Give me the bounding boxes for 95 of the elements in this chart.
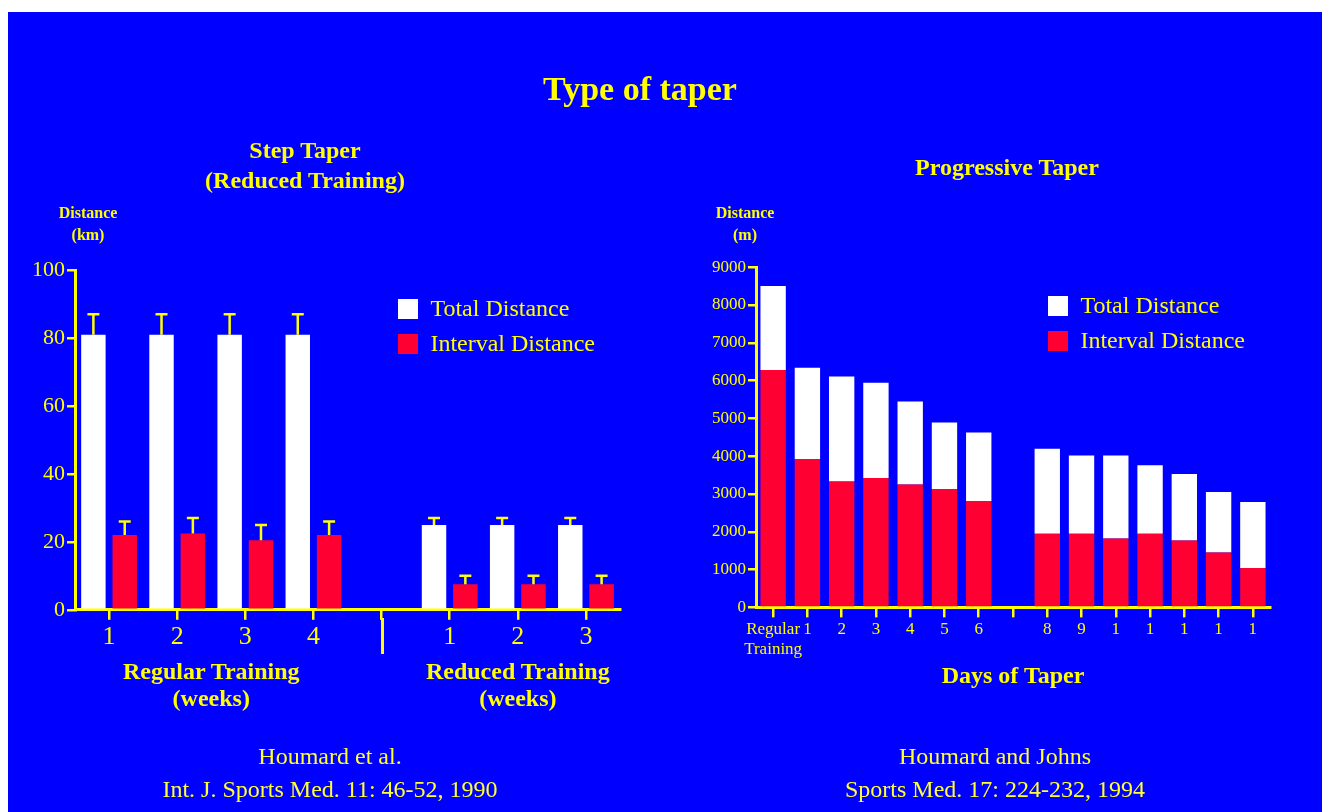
- bar: [931, 489, 958, 607]
- chart-title: Type of taper: [542, 70, 738, 108]
- x-tick-label: 2: [170, 621, 184, 651]
- bar: [316, 535, 342, 609]
- x-tick-label: 6: [974, 619, 983, 639]
- bar: [149, 334, 174, 609]
- bar: [760, 286, 786, 371]
- bar: [589, 584, 614, 609]
- x-tick-label: 1: [1145, 619, 1155, 639]
- x-tick-label: 1: [443, 621, 457, 651]
- bar: [1068, 455, 1095, 534]
- x-tick-label: 1: [1214, 619, 1223, 639]
- y-axis-title: Distance (m): [714, 203, 776, 246]
- x-tick-label: 4: [905, 619, 915, 639]
- bar: [828, 481, 855, 607]
- bar: [1205, 552, 1232, 607]
- y-tick-label: 0: [737, 596, 746, 616]
- bar: [1103, 538, 1129, 607]
- bar: [285, 334, 310, 609]
- y-tick-label: 0: [54, 595, 65, 621]
- bar: [453, 584, 478, 609]
- x-tick-label: 1: [102, 621, 116, 651]
- bar: [794, 367, 821, 460]
- bar: [863, 382, 889, 479]
- bar: [1171, 540, 1198, 607]
- x-tick-label: 9: [1077, 619, 1086, 639]
- x-tick-label: 3: [238, 621, 252, 651]
- bar: [180, 533, 206, 609]
- y-axis-title: Distance (km): [57, 203, 119, 246]
- text: Sports Med. 17: 224-232, 1994: [844, 776, 1146, 803]
- bar: [931, 422, 958, 490]
- text: Reduced Training (weeks): [424, 657, 611, 712]
- bar: [558, 524, 583, 609]
- y-tick-label: 80: [43, 323, 65, 349]
- bar: [863, 478, 889, 607]
- legend-label: Interval Distance: [1079, 327, 1245, 355]
- y-tick-label: 40: [43, 459, 65, 485]
- x-tick-label: 1: [803, 619, 812, 639]
- x-tick-label: 8: [1043, 619, 1052, 639]
- bar: [421, 524, 447, 609]
- legend-label: Total Distance: [429, 295, 571, 323]
- y-tick-label: 20: [43, 527, 65, 553]
- bar: [217, 334, 242, 609]
- x-tick-label: Regular Training: [744, 619, 803, 659]
- x-tick-label: 3: [871, 619, 881, 639]
- bar: [897, 401, 923, 485]
- bar: [794, 459, 821, 607]
- x-tick-label: 1: [1248, 619, 1258, 639]
- bar: [966, 432, 992, 502]
- y-tick-label: 8000: [712, 294, 746, 314]
- chart-subtitle: Step Taper (Reduced Training): [204, 136, 406, 195]
- y-tick-label: 100: [32, 255, 65, 281]
- bar: [1137, 533, 1163, 607]
- y-tick-label: 3000: [712, 483, 746, 503]
- bar: [1171, 473, 1198, 541]
- bar: [1240, 501, 1266, 569]
- y-tick-label: 6000: [712, 370, 746, 390]
- bar: [112, 535, 137, 609]
- bar: [1034, 448, 1060, 534]
- x-axis-title: Days of Taper: [941, 661, 1085, 688]
- y-tick-label: 60: [43, 391, 65, 417]
- bar: [1240, 568, 1266, 607]
- legend-label: Total Distance: [1079, 292, 1221, 320]
- bar: [81, 334, 106, 609]
- x-tick-label: 5: [940, 619, 949, 639]
- y-tick-label: 4000: [712, 445, 746, 465]
- bar: [1205, 492, 1232, 553]
- y-tick-label: 2000: [712, 521, 746, 541]
- text: Regular Training (weeks): [121, 657, 301, 712]
- bar: [828, 376, 855, 482]
- y-tick-label: 9000: [712, 256, 746, 276]
- chart-subtitle: Progressive Taper: [914, 153, 1100, 182]
- x-tick-label: 3: [579, 621, 593, 651]
- bar: [1034, 533, 1060, 607]
- y-tick-label: 5000: [712, 407, 746, 427]
- text: Houmard et al.: [257, 743, 403, 770]
- legend-label: Interval Distance: [429, 330, 595, 358]
- bar: [521, 584, 546, 609]
- x-tick-label: 1: [1180, 619, 1189, 639]
- y-tick-label: 1000: [712, 559, 746, 579]
- x-tick-label: 4: [306, 621, 320, 651]
- x-tick-label: 1: [1111, 619, 1121, 639]
- x-tick-label: 2: [837, 619, 846, 639]
- bar: [966, 501, 992, 607]
- bar: [897, 484, 923, 607]
- y-tick-label: 7000: [712, 332, 746, 352]
- bar: [760, 370, 786, 607]
- bar: [489, 524, 515, 609]
- text: Int. J. Sports Med. 11: 46-52, 1990: [161, 776, 499, 803]
- bar: [1103, 455, 1129, 539]
- x-tick-label: 2: [511, 621, 525, 651]
- text: Houmard and Johns: [898, 743, 1092, 770]
- bar: [1137, 465, 1163, 534]
- bar: [248, 540, 274, 609]
- bar: [1068, 533, 1095, 607]
